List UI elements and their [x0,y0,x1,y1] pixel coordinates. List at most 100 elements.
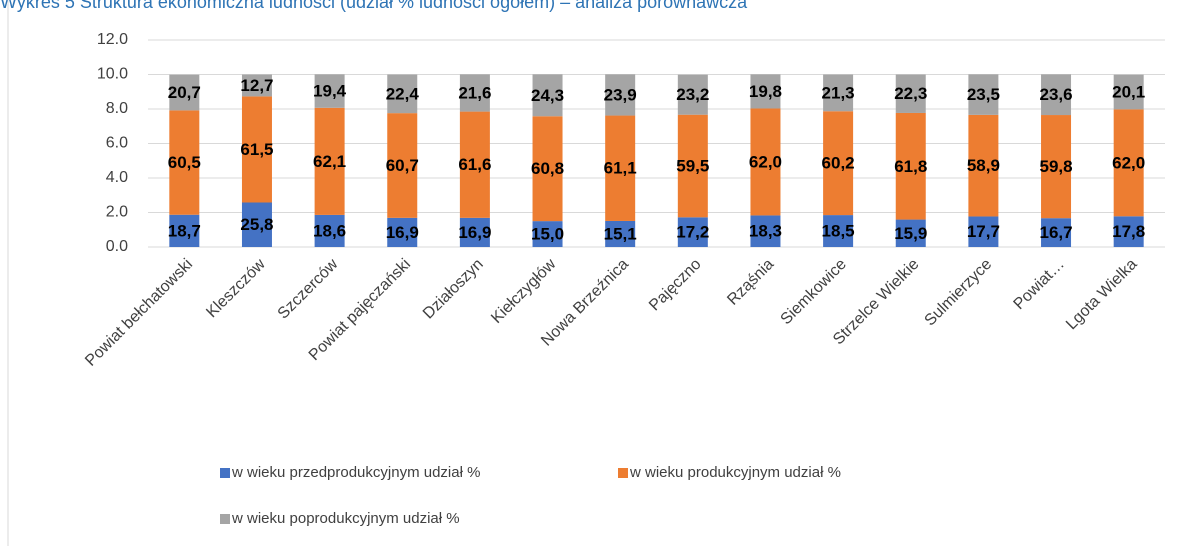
bar-segment [241,202,272,247]
x-tick-label: Siemkowice [778,256,850,328]
data-label: 16,7 [1039,223,1072,242]
bar-segment [823,215,854,247]
bar-segment [750,108,781,216]
y-tick-label: 10.0 [97,66,128,83]
y-tick-label: 0.0 [106,238,128,255]
x-tick-label: Lgota Wielka [1063,256,1141,334]
data-label: 21,6 [458,83,491,102]
bar-segment [1113,109,1144,217]
x-tick-label: Szczerców [275,255,342,322]
x-tick-label: Kiełczygłów [488,255,559,326]
data-label: 61,1 [604,159,637,178]
bar-segment [1041,115,1072,219]
legend-swatch [618,468,628,478]
data-label: 61,5 [240,140,273,159]
data-label: 60,5 [168,153,201,172]
data-label: 15,1 [604,224,637,243]
bar-segment [823,74,854,112]
legend-swatch [220,514,230,524]
data-label: 18,3 [749,222,782,241]
bar-segment [241,74,272,97]
bar-segment [169,110,200,215]
bar-segment [605,74,636,116]
data-label: 15,9 [894,224,927,243]
bar-segment [387,74,418,114]
x-tick-label: Rząśnia [724,256,777,309]
bar-segment [677,114,708,218]
bar-segment [677,217,708,247]
x-tick-label: Powiat bełchatowski [82,256,196,370]
bar-segment [387,113,418,218]
chart-title: Wykres 5 Struktura ekonomiczna ludności … [0,0,748,12]
bar-segment [532,74,563,117]
data-label: 19,4 [313,82,347,101]
data-label: 62,1 [313,152,346,171]
data-label: 24,3 [531,86,564,105]
data-label: 23,5 [967,85,1000,104]
bar-segment [314,214,345,247]
data-label: 23,9 [604,85,637,104]
data-label: 58,9 [967,156,1000,175]
bar-segment [1113,216,1144,247]
bar-segment [532,116,563,222]
data-label: 17,7 [967,222,1000,241]
data-label: 60,8 [531,159,564,178]
bar-segment [677,74,708,115]
y-tick-label: 8.0 [106,100,128,117]
data-label: 60,7 [386,156,419,175]
data-label: 61,8 [894,157,927,176]
data-label: 23,6 [1039,85,1072,104]
data-label: 16,9 [458,223,491,242]
data-label: 61,6 [458,155,491,174]
bar-segment [895,112,926,220]
bar-segment [459,111,490,218]
bar-segment [968,74,999,115]
data-label: 18,7 [168,221,201,240]
bar-segment [314,107,345,215]
bar-segment [169,214,200,247]
x-tick-label: Powiat… [1011,256,1068,313]
data-label: 23,2 [676,85,709,104]
x-tick-label: Działoszyn [420,256,487,323]
data-label: 59,8 [1039,157,1072,176]
data-label: 59,5 [676,156,709,175]
data-label: 22,3 [894,84,927,103]
legend-label: w wieku poprodukcyjnym udział % [231,510,460,527]
data-label: 20,7 [168,83,201,102]
bar-segment [1041,74,1072,116]
bar-segment [895,219,926,247]
bar-segment [968,114,999,217]
x-tick-label: Pajęczno [646,256,705,315]
data-label: 22,4 [386,84,420,103]
y-tick-label: 6.0 [106,135,128,152]
bar-segment [750,215,781,247]
bar-segment [968,216,999,247]
y-tick-label: 4.0 [106,169,128,186]
data-label: 12,7 [240,76,273,95]
legend-label: w wieku przedprodukcyjnym udział % [231,464,480,481]
bar-segment [387,217,418,247]
data-label: 25,8 [240,215,273,234]
data-label: 16,9 [386,223,419,242]
bar-segment [823,111,854,216]
y-tick-label: 2.0 [106,204,128,221]
data-label: 18,5 [822,222,855,241]
data-label: 62,0 [1112,153,1145,172]
y-tick-label: 12.0 [97,31,128,48]
bar-segment [605,220,636,247]
bar-segment [1113,74,1144,110]
bar-segment [241,96,272,203]
bar-segment [532,221,563,247]
data-label: 18,6 [313,221,346,240]
bar-segment [314,74,345,108]
data-label: 17,2 [676,223,709,242]
bar-segment [459,217,490,247]
data-label: 60,2 [822,154,855,173]
legend-label: w wieku produkcyjnym udział % [629,464,841,481]
data-label: 21,3 [822,83,855,102]
data-label: 19,8 [749,82,782,101]
x-tick-label: Sulmierzyce [922,256,996,330]
data-label: 15,0 [531,225,564,244]
data-label: 17,8 [1112,222,1145,241]
